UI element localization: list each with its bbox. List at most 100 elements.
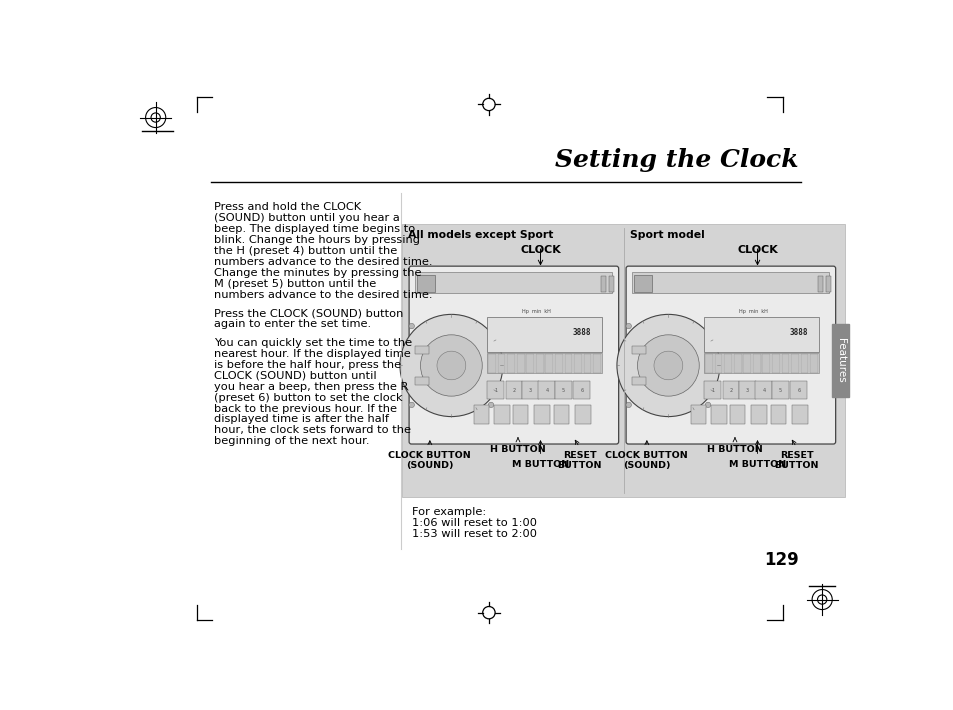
Bar xyxy=(521,381,538,399)
Bar xyxy=(593,354,600,373)
Text: 3888: 3888 xyxy=(572,328,590,337)
Text: M BUTTON: M BUTTON xyxy=(512,460,569,469)
Bar xyxy=(554,405,569,425)
Text: 1: 1 xyxy=(494,388,497,393)
Text: CLOCK (SOUND) button until: CLOCK (SOUND) button until xyxy=(213,371,376,381)
Text: 3: 3 xyxy=(528,388,532,393)
Text: Features: Features xyxy=(835,338,845,383)
Circle shape xyxy=(488,323,494,329)
Bar xyxy=(487,317,601,351)
Bar xyxy=(545,354,553,373)
Circle shape xyxy=(625,323,631,329)
Bar xyxy=(781,354,788,373)
Bar xyxy=(494,405,509,425)
Text: H BUTTON: H BUTTON xyxy=(490,444,545,454)
Bar xyxy=(415,273,612,293)
Circle shape xyxy=(654,351,682,380)
Bar xyxy=(505,381,522,399)
Text: 1:53 will reset to 2:00: 1:53 will reset to 2:00 xyxy=(412,529,537,539)
Bar xyxy=(497,354,505,373)
Text: numbers advance to the desired time.: numbers advance to the desired time. xyxy=(213,290,432,300)
Text: 129: 129 xyxy=(763,551,798,569)
Bar xyxy=(507,354,515,373)
Bar xyxy=(790,354,798,373)
Bar xyxy=(608,276,614,292)
Text: Sport model: Sport model xyxy=(629,230,704,240)
Bar xyxy=(487,354,601,373)
Bar xyxy=(824,276,830,292)
Text: 4: 4 xyxy=(761,388,764,393)
Bar xyxy=(703,354,818,373)
Circle shape xyxy=(436,351,465,380)
Bar xyxy=(536,354,543,373)
Bar xyxy=(575,405,590,425)
Bar xyxy=(690,405,705,425)
Bar xyxy=(632,346,645,354)
Circle shape xyxy=(704,402,710,408)
Bar xyxy=(800,354,807,373)
Bar xyxy=(789,381,806,399)
Text: 5: 5 xyxy=(561,388,564,393)
Text: the H (preset 4) button until the: the H (preset 4) button until the xyxy=(213,246,396,256)
Text: 2: 2 xyxy=(729,388,732,393)
Bar xyxy=(792,405,807,425)
Bar xyxy=(751,405,766,425)
Bar xyxy=(729,405,744,425)
Text: Hp  min  kH: Hp min kH xyxy=(738,309,767,314)
Text: hour, the clock sets forward to the: hour, the clock sets forward to the xyxy=(213,425,411,435)
Text: Setting the Clock: Setting the Clock xyxy=(555,148,798,173)
FancyBboxPatch shape xyxy=(409,266,618,444)
Text: 5: 5 xyxy=(778,388,781,393)
Text: 6: 6 xyxy=(579,388,582,393)
Bar xyxy=(711,405,726,425)
Text: For example:: For example: xyxy=(412,507,486,517)
Bar xyxy=(733,354,740,373)
Text: 6: 6 xyxy=(797,388,800,393)
Text: 1:06 will reset to 1:00: 1:06 will reset to 1:00 xyxy=(412,518,537,528)
Text: Change the minutes by pressing the: Change the minutes by pressing the xyxy=(213,268,421,278)
Circle shape xyxy=(420,335,481,396)
Text: You can quickly set the time to the: You can quickly set the time to the xyxy=(213,338,412,348)
FancyBboxPatch shape xyxy=(625,266,835,444)
Bar xyxy=(703,381,720,399)
Bar xyxy=(817,276,822,292)
Text: back to the previous hour. If the: back to the previous hour. If the xyxy=(213,403,396,413)
Text: 4: 4 xyxy=(545,388,548,393)
Text: All models except Sport: All models except Sport xyxy=(408,230,553,240)
Bar xyxy=(632,273,828,293)
Circle shape xyxy=(488,402,494,408)
Bar xyxy=(703,317,818,351)
Bar xyxy=(573,381,590,399)
Bar xyxy=(555,354,562,373)
Text: RESET
BUTTON: RESET BUTTON xyxy=(774,451,818,470)
Text: CLOCK BUTTON
(SOUND): CLOCK BUTTON (SOUND) xyxy=(388,451,471,470)
Text: is before the half hour, press the: is before the half hour, press the xyxy=(213,360,400,370)
Text: CLOCK: CLOCK xyxy=(737,244,777,255)
Text: beep. The displayed time begins to: beep. The displayed time begins to xyxy=(213,224,415,234)
Bar xyxy=(415,346,429,354)
Bar xyxy=(633,275,651,293)
Circle shape xyxy=(399,315,502,417)
Bar xyxy=(555,381,571,399)
Bar xyxy=(755,381,772,399)
Circle shape xyxy=(637,335,699,396)
Text: nearest hour. If the displayed time: nearest hour. If the displayed time xyxy=(213,349,410,359)
Bar xyxy=(761,354,769,373)
Bar xyxy=(770,405,785,425)
Text: 2: 2 xyxy=(512,388,516,393)
Text: displayed time is after the half: displayed time is after the half xyxy=(213,415,389,425)
Text: (preset 6) button to set the clock: (preset 6) button to set the clock xyxy=(213,393,402,403)
Text: numbers advance to the desired time.: numbers advance to the desired time. xyxy=(213,257,432,267)
Bar xyxy=(564,354,572,373)
Text: (SOUND) button until you hear a: (SOUND) button until you hear a xyxy=(213,213,399,223)
Circle shape xyxy=(625,402,631,408)
Bar xyxy=(517,354,524,373)
Text: CLOCK: CLOCK xyxy=(519,244,560,255)
Text: you hear a beep, then press the R: you hear a beep, then press the R xyxy=(213,382,408,392)
Bar xyxy=(583,354,591,373)
Bar xyxy=(474,405,489,425)
Bar xyxy=(537,381,555,399)
Text: Press and hold the CLOCK: Press and hold the CLOCK xyxy=(213,202,360,212)
Bar xyxy=(416,275,435,293)
Bar xyxy=(526,354,534,373)
